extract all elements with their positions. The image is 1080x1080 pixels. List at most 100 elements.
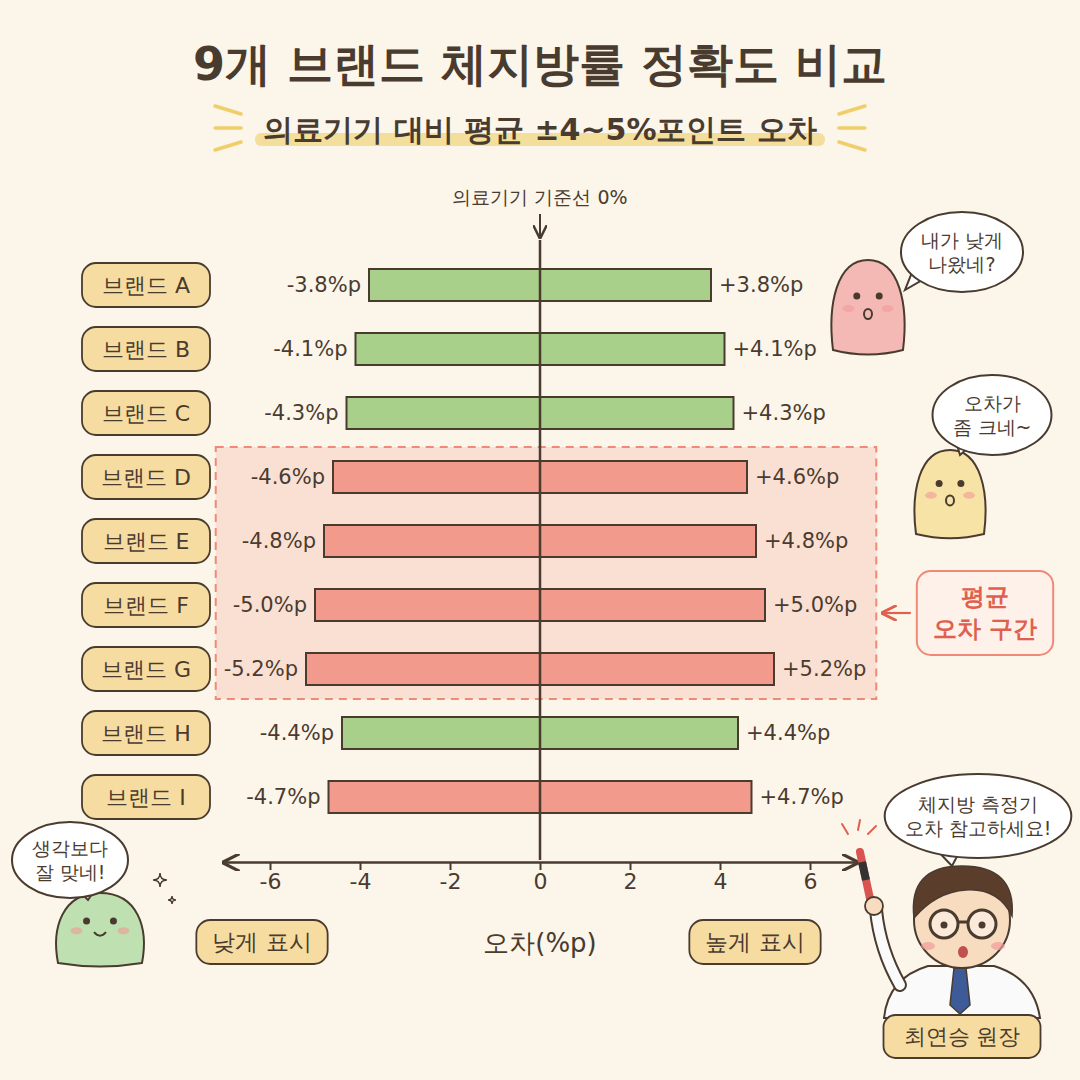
speech-bubble-shape [885, 774, 1072, 858]
highlight-label-box [917, 571, 1053, 655]
bar [333, 461, 540, 493]
doctor-pen-spark [868, 826, 876, 834]
category-pill-box [82, 647, 210, 691]
x-tick-label: -6 [260, 869, 282, 894]
x-tick: -2 [440, 862, 462, 894]
direction-label: 낮게 표시 [212, 929, 311, 955]
x-axis-title: 오차(%p) [483, 928, 597, 958]
data-label: -5.2%p [224, 657, 298, 681]
sparkle [168, 896, 176, 904]
data-label: -3.8%p [287, 273, 361, 297]
bar [315, 589, 540, 621]
category-label: 브랜드 I [106, 785, 185, 810]
category-pill-box [82, 263, 210, 307]
direction-pill-box [689, 920, 820, 964]
x-tick: -6 [260, 862, 282, 894]
category-pill: 브랜드 D [82, 455, 210, 499]
data-label: +4.4%p [746, 721, 830, 745]
speech-bubble: 체지방 측정기오차 참고하세요! [885, 774, 1072, 866]
data-label: +4.1%p [733, 337, 817, 361]
subtitle: 의료기기 대비 평균 ±4~5%포인트 오차 [263, 112, 817, 147]
category-pill: 브랜드 A [82, 263, 210, 307]
character-eye [110, 918, 117, 925]
subtitle-decoration [215, 106, 865, 150]
category-pill: 브랜드 C [82, 391, 210, 435]
category-label: 브랜드 B [102, 337, 190, 362]
character-mouth [946, 495, 954, 505]
x-tick-label: -2 [440, 869, 462, 894]
character-eye [957, 480, 964, 487]
category-pill-box [82, 391, 210, 435]
bar [540, 333, 725, 365]
bar [329, 781, 541, 813]
decor-stroke [215, 142, 241, 150]
character-eye [876, 293, 883, 300]
bar [540, 781, 752, 813]
bar [540, 717, 738, 749]
character [56, 893, 144, 967]
bar [540, 589, 765, 621]
category-pill-box [82, 519, 210, 563]
character [831, 260, 904, 355]
reference-label: 의료기기 기준선 0% [452, 186, 627, 208]
data-label: +5.2%p [782, 657, 866, 681]
category-label: 브랜드 D [101, 465, 191, 490]
decor-stroke [839, 126, 865, 130]
character-body [914, 450, 985, 538]
title: 9개 브랜드 체지방률 정확도 비교 [193, 37, 887, 91]
doctor-glasses-bridge [958, 921, 968, 924]
category-pill: 브랜드 I [82, 775, 210, 819]
category-pill: 브랜드 E [82, 519, 210, 563]
category-pill-box [82, 583, 210, 627]
nameplate-text: 최연승 원장 [904, 1024, 1021, 1049]
speech-bubble-text: 오차가 [964, 392, 1021, 414]
decor-stroke [839, 142, 865, 150]
doctor-pen-spark [842, 824, 848, 834]
character-body [56, 893, 144, 967]
data-label: -4.4%p [260, 721, 334, 745]
bar [540, 269, 711, 301]
bar [540, 525, 756, 557]
speech-bubble-text: 잘 맞네! [35, 861, 106, 883]
speech-bubble-text: 나왔네? [928, 253, 995, 275]
chart-root: 9개 브랜드 체지방률 정확도 비교의료기기 대비 평균 ±4~5%포인트 오차… [0, 0, 1080, 1080]
doctor-mouth [958, 946, 968, 958]
category-pill: 브랜드 H [82, 711, 210, 755]
character-cheek [842, 305, 854, 312]
highlight-region [216, 447, 877, 699]
doctor-pen-spark [858, 820, 860, 830]
data-label: +3.8%p [719, 273, 803, 297]
direction-pill-box [196, 920, 327, 964]
x-tick-label: -4 [350, 869, 372, 894]
doctor-eye [979, 922, 986, 929]
speech-bubble-shape [12, 822, 128, 898]
category-label: 브랜드 G [101, 657, 191, 682]
doctor-glasses [968, 910, 996, 938]
x-tick-label: 0 [534, 869, 548, 894]
bar [540, 653, 774, 685]
data-label: -4.1%p [273, 337, 347, 361]
doctor-glasses [930, 910, 958, 938]
character-cheek [925, 492, 937, 499]
category-label: 브랜드 A [102, 273, 190, 298]
character-mouth [864, 309, 872, 319]
highlight-label-text: 평균 [961, 583, 1009, 611]
data-labels: -3.8%p-4.1%p-4.3%p-4.6%p-4.8%p-5.0%p-5.2… [224, 273, 867, 809]
category-pill-box [82, 455, 210, 499]
bar [540, 461, 747, 493]
category-pill-box [82, 327, 210, 371]
doctor-eye [941, 922, 948, 929]
chart-svg: 9개 브랜드 체지방률 정확도 비교의료기기 대비 평균 ±4~5%포인트 오차… [0, 0, 1080, 1080]
character-eye [853, 293, 860, 300]
x-tick: -4 [350, 862, 372, 894]
doctor-arm [876, 910, 900, 985]
doctor-hand [865, 897, 883, 915]
reference-arrow [539, 214, 541, 236]
x-tick: 6 [804, 862, 818, 894]
direction-pill: 높게 표시 [689, 920, 820, 964]
decor-stroke [215, 126, 241, 130]
category-label: 브랜드 E [103, 529, 190, 554]
data-label: +4.6%p [755, 465, 839, 489]
category-pill: 브랜드 F [82, 583, 210, 627]
sparkle [153, 873, 167, 887]
